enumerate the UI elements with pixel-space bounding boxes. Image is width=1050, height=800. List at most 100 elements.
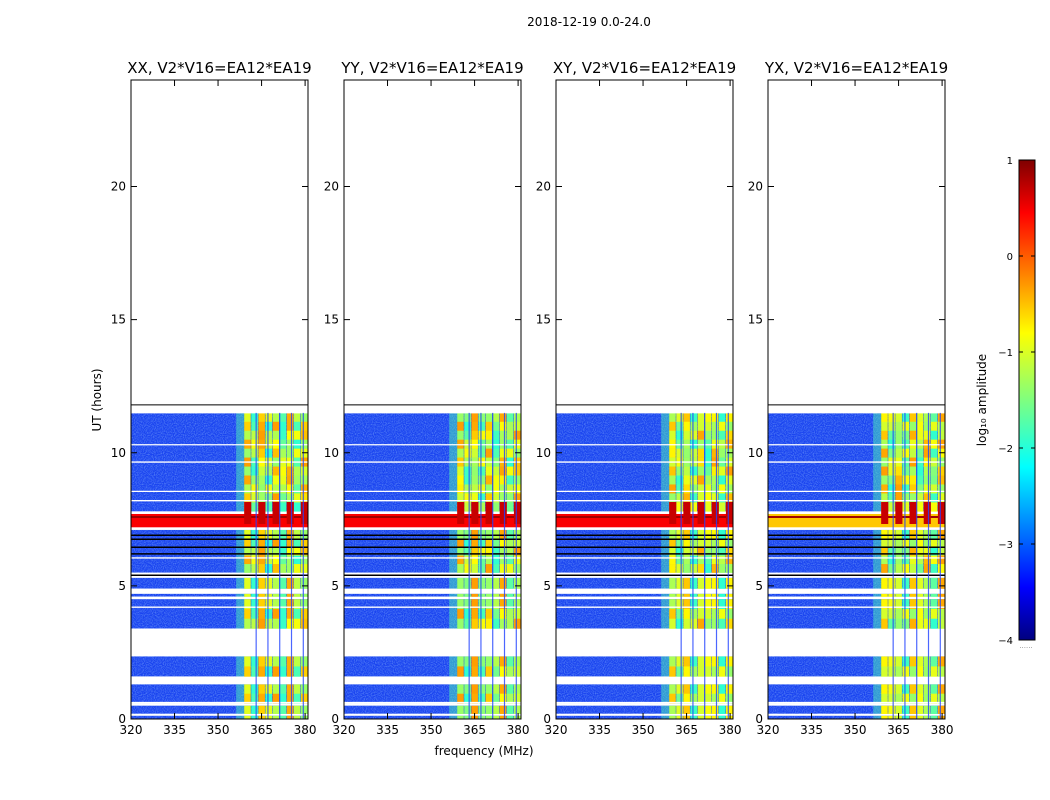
- band-cell: [711, 666, 719, 677]
- band-cell: [492, 705, 500, 714]
- band-cell: [265, 599, 273, 610]
- panel-title: XX, V2*V16=EA12*EA19: [127, 59, 311, 77]
- noise-texture: [344, 593, 521, 597]
- band-cell: [690, 547, 698, 556]
- band-cell: [286, 493, 294, 503]
- band-cell: [704, 693, 712, 704]
- y-tick-label: 5: [543, 579, 551, 593]
- band-cell: [902, 421, 910, 432]
- colorbar-tick-label: 0: [1007, 252, 1013, 263]
- band-cell: [881, 484, 888, 494]
- band-cell: [506, 412, 514, 423]
- band-cell: [916, 547, 924, 556]
- band-cell: [506, 493, 514, 503]
- band-cell: [725, 538, 733, 548]
- band-edge: [236, 656, 245, 677]
- band-cell: [718, 666, 726, 677]
- band-cell: [888, 475, 895, 485]
- band-cell: [244, 466, 251, 476]
- band-cell: [513, 529, 521, 539]
- band-cell: [704, 715, 712, 720]
- band-cell: [683, 593, 690, 597]
- band-cell: [888, 715, 895, 720]
- band-cell: [513, 493, 521, 503]
- band-cell: [909, 599, 917, 610]
- band-cell: [916, 693, 924, 704]
- band-hotspot: [881, 501, 889, 524]
- band-cell: [464, 684, 471, 695]
- band-cell: [279, 564, 287, 573]
- band-cell: [258, 555, 265, 565]
- colorbar-tick-label: −4: [998, 636, 1013, 647]
- band-cell: [669, 430, 676, 440]
- band-cell: [272, 693, 280, 704]
- band-cell: [244, 555, 251, 565]
- band-cell: [916, 484, 924, 494]
- band-cell: [485, 666, 493, 677]
- band-cell: [697, 475, 705, 485]
- band-cell: [676, 502, 683, 512]
- band-edge: [661, 656, 670, 677]
- band-cell: [485, 448, 493, 458]
- band-cell: [902, 705, 910, 714]
- band-hotspot: [909, 501, 917, 524]
- band-cell: [293, 618, 301, 629]
- band-cell: [669, 715, 676, 720]
- band-cell: [464, 475, 471, 485]
- band-cell: [300, 577, 308, 589]
- noise-texture: [344, 715, 521, 719]
- band-cell: [457, 715, 464, 720]
- hot-stripe: [768, 513, 945, 528]
- band-cell: [676, 430, 683, 440]
- band-cell: [272, 599, 280, 610]
- band-cell: [499, 555, 507, 565]
- band-cell: [669, 529, 676, 539]
- band-cell: [888, 421, 895, 432]
- band-cell: [506, 502, 514, 512]
- band-cell: [937, 705, 945, 714]
- band-cell: [909, 430, 917, 440]
- band-cell: [690, 577, 698, 589]
- band-edge: [449, 599, 458, 629]
- band-cell: [499, 564, 507, 573]
- band-cell: [888, 608, 895, 620]
- band-cell: [725, 577, 733, 589]
- band-cell: [923, 666, 931, 677]
- band-cell: [286, 448, 294, 458]
- band-cell: [888, 529, 895, 539]
- band-cell: [937, 555, 945, 565]
- band-cell: [690, 538, 698, 548]
- band-cell: [909, 538, 917, 548]
- band-cell: [492, 608, 500, 620]
- band-cell: [300, 715, 308, 720]
- band-cell: [895, 608, 902, 620]
- panel-frame: [130, 79, 309, 720]
- band-cell: [711, 656, 719, 667]
- band-cell: [251, 599, 258, 610]
- band-cell: [272, 564, 280, 573]
- band-cell: [471, 693, 478, 704]
- band-cell: [464, 430, 471, 440]
- band-edge: [449, 656, 458, 677]
- band-cell: [881, 618, 888, 629]
- band-cell: [293, 493, 301, 503]
- band-cell: [902, 564, 910, 573]
- band-cell: [506, 538, 514, 548]
- band-cell: [725, 693, 733, 704]
- band-cell: [485, 412, 493, 423]
- band-cell: [937, 593, 945, 597]
- band-cell: [669, 666, 676, 677]
- band-cell: [492, 502, 500, 512]
- band-cell: [258, 421, 265, 432]
- band-cell: [881, 715, 888, 720]
- band-cell: [286, 529, 294, 539]
- heatmap-panel: YX, V2*V16=EA12*EA19 0 5 10 15 20 320 335 350 365…: [748, 59, 954, 737]
- band-cell: [676, 693, 683, 704]
- band-cell: [457, 705, 464, 714]
- band-cell: [704, 538, 712, 548]
- band-cell: [293, 666, 301, 677]
- band-cell: [937, 608, 945, 620]
- band-cell: [923, 421, 931, 432]
- band-cell: [251, 475, 258, 485]
- band-cell: [499, 618, 507, 629]
